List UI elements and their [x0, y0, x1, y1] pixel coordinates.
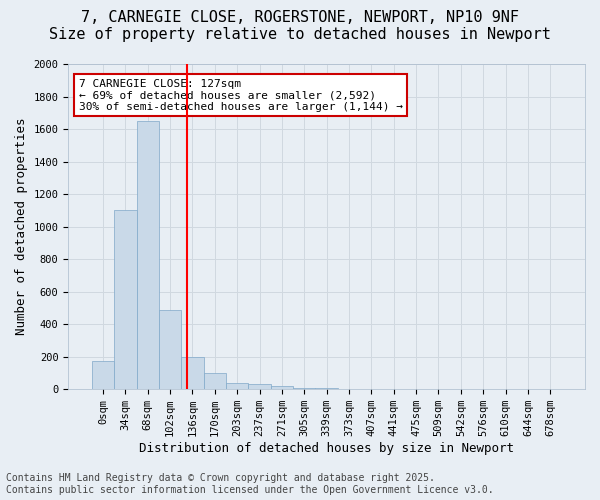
Bar — [316, 388, 338, 389]
Bar — [226, 382, 248, 389]
Bar — [271, 386, 293, 389]
X-axis label: Distribution of detached houses by size in Newport: Distribution of detached houses by size … — [139, 442, 514, 455]
Bar — [181, 356, 203, 389]
Bar — [92, 361, 114, 389]
Bar — [293, 388, 316, 389]
Text: 7 CARNEGIE CLOSE: 127sqm
← 69% of detached houses are smaller (2,592)
30% of sem: 7 CARNEGIE CLOSE: 127sqm ← 69% of detach… — [79, 78, 403, 112]
Y-axis label: Number of detached properties: Number of detached properties — [15, 118, 28, 336]
Bar — [248, 384, 271, 389]
Bar — [137, 121, 159, 389]
Bar — [203, 373, 226, 389]
Bar — [114, 210, 137, 389]
Text: 7, CARNEGIE CLOSE, ROGERSTONE, NEWPORT, NP10 9NF
Size of property relative to de: 7, CARNEGIE CLOSE, ROGERSTONE, NEWPORT, … — [49, 10, 551, 42]
Bar — [159, 310, 181, 389]
Text: Contains HM Land Registry data © Crown copyright and database right 2025.
Contai: Contains HM Land Registry data © Crown c… — [6, 474, 494, 495]
